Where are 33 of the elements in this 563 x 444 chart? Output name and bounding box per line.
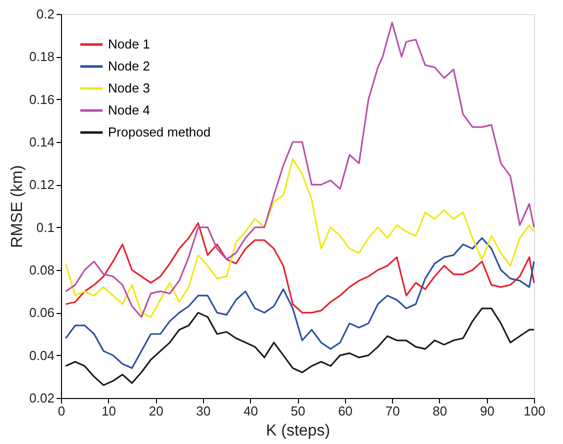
x-tick-label: 40 <box>243 404 258 418</box>
x-tick-label: 10 <box>102 404 116 418</box>
y-tick-label: 0.06 <box>29 305 54 320</box>
y-tick-label: 0.14 <box>29 134 54 150</box>
line-series <box>64 222 535 314</box>
y-axis-title: RMSE (km) <box>9 165 26 248</box>
legend-label: Node 4 <box>108 102 150 118</box>
legend-label: Node 2 <box>108 58 150 74</box>
line-series <box>64 237 535 369</box>
y-tick-label: 0.16 <box>29 92 54 107</box>
line-series <box>64 22 535 318</box>
x-tick-label: 70 <box>385 404 400 418</box>
legend-label: Node 3 <box>108 80 150 96</box>
x-tick-label: 100 <box>524 404 546 418</box>
y-tick-label: 0.08 <box>29 262 54 278</box>
x-axis-title: K (steps) <box>266 422 330 440</box>
legend-label: Proposed method <box>108 124 211 140</box>
x-tick-label: 90 <box>480 404 494 418</box>
x-tick-label: 0 <box>58 404 66 418</box>
x-tick-label: 80 <box>432 404 448 418</box>
x-tick-label: 60 <box>338 404 353 418</box>
x-tick-label: 50 <box>290 404 306 418</box>
y-tick-label: 0.2 <box>36 6 54 22</box>
y-tick-label: 0.18 <box>29 49 54 64</box>
line-series <box>64 158 535 318</box>
y-tick-label: 0.04 <box>29 348 54 363</box>
legend-label: Node 1 <box>108 36 150 52</box>
y-tick-label: 0.02 <box>29 390 54 406</box>
line-series <box>64 308 535 386</box>
x-tick-label: 30 <box>196 404 211 418</box>
y-tick-label: 0.12 <box>29 177 54 192</box>
y-tick-label: 0.1 <box>36 220 54 235</box>
x-tick-label: 20 <box>148 404 164 418</box>
